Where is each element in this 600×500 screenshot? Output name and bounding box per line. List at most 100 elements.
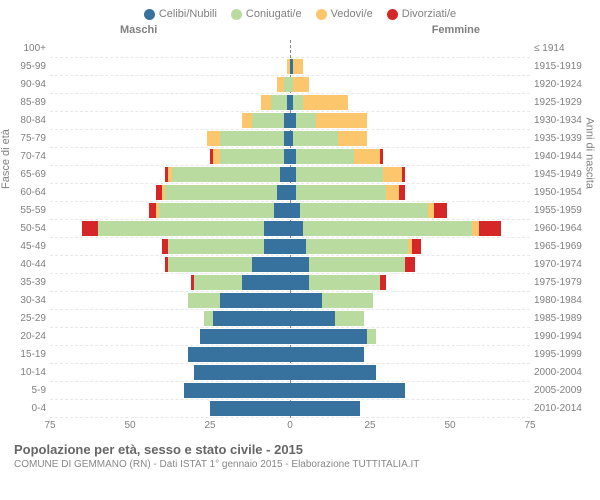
segment-single <box>290 239 306 254</box>
segment-single <box>184 383 290 398</box>
segment-married <box>194 275 242 290</box>
legend-label: Vedovi/e <box>331 8 373 20</box>
age-row: 10-142000-2004 <box>50 364 530 382</box>
birth-year-label: 1965-1969 <box>534 238 590 256</box>
male-bar <box>210 149 290 164</box>
segment-single <box>290 365 376 380</box>
segment-divorced <box>479 221 501 236</box>
legend-item: Celibi/Nubili <box>144 8 217 20</box>
age-label: 85-89 <box>10 94 46 112</box>
female-bar <box>290 167 405 182</box>
segment-divorced <box>380 149 383 164</box>
age-row: 80-841930-1934 <box>50 112 530 130</box>
birth-year-label: 1950-1954 <box>534 184 590 202</box>
segment-married <box>220 149 284 164</box>
segment-single <box>280 167 290 182</box>
segment-widowed <box>293 77 309 92</box>
x-tick: 50 <box>444 420 455 431</box>
legend-item: Coniugati/e <box>231 8 302 20</box>
male-bar <box>156 185 290 200</box>
female-bar <box>290 347 364 362</box>
segment-married <box>165 185 277 200</box>
segment-married <box>98 221 264 236</box>
female-bar <box>290 257 415 272</box>
legend-swatch <box>231 9 242 20</box>
birth-year-label: 1925-1929 <box>534 94 590 112</box>
segment-married <box>335 311 364 326</box>
segment-single <box>290 329 367 344</box>
segment-widowed <box>354 149 380 164</box>
female-bar <box>290 401 360 416</box>
segment-divorced <box>399 185 405 200</box>
birth-year-label: 1940-1944 <box>534 148 590 166</box>
male-label: Maschi <box>120 24 157 36</box>
segment-divorced <box>412 239 422 254</box>
segment-single <box>188 347 290 362</box>
age-row: 20-241990-1994 <box>50 328 530 346</box>
female-bar <box>290 95 348 110</box>
segment-single <box>290 347 364 362</box>
female-bar <box>290 275 386 290</box>
segment-married <box>322 293 373 308</box>
birth-year-label: 1945-1949 <box>534 166 590 184</box>
male-bar <box>194 365 290 380</box>
chart-title: Popolazione per età, sesso e stato civil… <box>14 442 586 457</box>
segment-single <box>200 329 290 344</box>
segment-widowed <box>316 113 367 128</box>
age-row: 85-891925-1929 <box>50 94 530 112</box>
birth-year-label: 1915-1919 <box>534 58 590 76</box>
birth-year-label: 1975-1979 <box>534 274 590 292</box>
female-bar <box>290 293 373 308</box>
female-label: Femmine <box>432 24 480 36</box>
segment-single <box>290 383 405 398</box>
female-bar <box>290 383 405 398</box>
segment-married <box>296 113 315 128</box>
age-row: 95-991915-1919 <box>50 58 530 76</box>
age-label: 30-34 <box>10 292 46 310</box>
plot-area: Fasce di età Anni di nascita 100+≤ 19149… <box>10 40 590 418</box>
age-label: 80-84 <box>10 112 46 130</box>
birth-year-label: 1990-1994 <box>534 328 590 346</box>
segment-married <box>306 239 408 254</box>
segment-married <box>303 221 473 236</box>
male-bar <box>242 113 290 128</box>
male-bar <box>210 401 290 416</box>
segment-widowed <box>207 131 220 146</box>
segment-divorced <box>82 221 98 236</box>
female-bar <box>290 131 367 146</box>
male-bar <box>165 257 290 272</box>
segment-divorced <box>405 257 415 272</box>
age-row: 70-741940-1944 <box>50 148 530 166</box>
male-bar <box>82 221 290 236</box>
birth-year-label: 1980-1984 <box>534 292 590 310</box>
segment-widowed <box>303 95 348 110</box>
male-bar <box>162 239 290 254</box>
segment-married <box>296 149 354 164</box>
birth-year-label: 1955-1959 <box>534 202 590 220</box>
segment-widowed <box>242 113 252 128</box>
birth-year-label: 2010-2014 <box>534 400 590 418</box>
age-row: 15-191995-1999 <box>50 346 530 364</box>
segment-married <box>168 257 251 272</box>
segment-divorced <box>434 203 447 218</box>
legend-swatch <box>387 9 398 20</box>
birth-year-label: 1930-1934 <box>534 112 590 130</box>
segment-single <box>194 365 290 380</box>
segment-married <box>168 239 264 254</box>
male-bar <box>188 293 290 308</box>
age-row: 60-641950-1954 <box>50 184 530 202</box>
birth-year-label: 1985-1989 <box>534 310 590 328</box>
birth-year-label: 1935-1939 <box>534 130 590 148</box>
female-bar <box>290 221 501 236</box>
female-bar <box>290 329 376 344</box>
segment-single <box>290 311 335 326</box>
chart-subtitle: COMUNE DI GEMMANO (RN) - Dati ISTAT 1° g… <box>14 459 586 470</box>
female-bar <box>290 239 421 254</box>
age-row: 5-92005-2009 <box>50 382 530 400</box>
female-bar <box>290 185 405 200</box>
birth-year-label: 2005-2009 <box>534 382 590 400</box>
age-row: 90-941920-1924 <box>50 76 530 94</box>
birth-year-label: ≤ 1914 <box>534 40 590 58</box>
age-row: 35-391975-1979 <box>50 274 530 292</box>
female-bar <box>290 113 367 128</box>
